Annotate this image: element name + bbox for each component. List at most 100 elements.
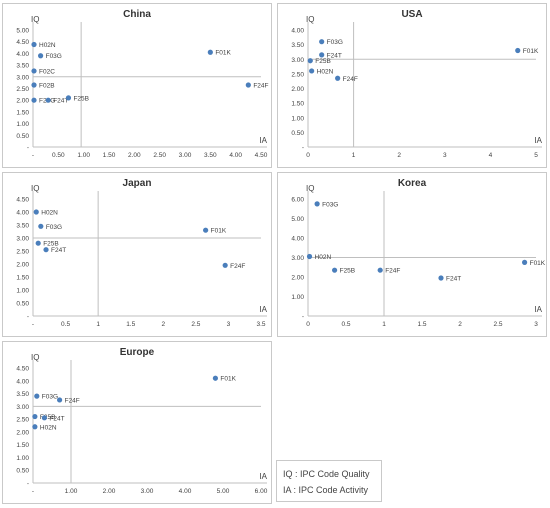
x-tick-label: 1 xyxy=(352,152,356,159)
data-point xyxy=(222,262,228,268)
chart-title-usa: USA xyxy=(401,9,423,20)
data-point xyxy=(309,68,315,74)
x-axis-label: IA xyxy=(259,472,267,481)
x-tick-label: - xyxy=(32,321,34,328)
x-tick-label: 1.00 xyxy=(65,488,78,495)
y-tick-label: 1.50 xyxy=(16,442,29,449)
x-tick-label: 2.00 xyxy=(103,488,116,495)
data-point xyxy=(245,82,251,88)
y-tick-label: 3.50 xyxy=(291,42,304,49)
data-point xyxy=(35,240,41,246)
y-tick-label: 1.00 xyxy=(16,455,29,462)
y-tick-label: 4.00 xyxy=(16,378,29,385)
y-tick-label: 3.50 xyxy=(16,223,29,230)
legend-iq: IQ : IPC Code Quality xyxy=(283,469,370,479)
y-tick-label: 4.50 xyxy=(16,197,29,204)
x-tick-label: 2 xyxy=(161,321,165,328)
data-point xyxy=(31,41,37,48)
x-tick-label: 2.00 xyxy=(128,152,141,159)
y-tick-label: 5.00 xyxy=(16,28,29,35)
data-point xyxy=(45,97,51,103)
data-point xyxy=(43,247,49,253)
x-tick-label: 1.50 xyxy=(103,152,116,159)
x-tick-label: 3.00 xyxy=(141,488,154,495)
y-tick-label: 4.00 xyxy=(291,28,304,35)
x-tick-label: - xyxy=(32,152,34,159)
abbreviation-legend: IQ : IPC Code Quality IA : IPC Code Acti… xyxy=(276,460,382,502)
y-tick-label: - xyxy=(302,314,304,321)
data-point-label: F02B xyxy=(39,82,55,89)
x-tick-label: 4 xyxy=(489,152,493,159)
chart-title-korea: Korea xyxy=(397,178,427,189)
y-tick-label: 2.00 xyxy=(16,429,29,436)
x-tick-label: 3 xyxy=(443,152,447,159)
y-tick-label: 2.50 xyxy=(16,417,29,424)
chart-title-europe: Europe xyxy=(119,347,155,358)
data-point-label: F24T xyxy=(49,415,64,422)
y-tick-label: 0.50 xyxy=(291,130,304,137)
y-tick-label: 3.00 xyxy=(16,404,29,411)
chart-svg-usa: - 0.50 1.00 1.50 2.00 2.50 3.00 3.50 4.00 0 1 2 3 4 5 I… xyxy=(291,15,542,159)
y-axis-label: IQ xyxy=(306,184,314,193)
x-tick-label: 2.5 xyxy=(191,321,200,328)
data-point xyxy=(203,227,209,233)
x-tick-label: 3.00 xyxy=(179,152,192,159)
x-axis-label: IA xyxy=(534,136,542,145)
chart-panel-usa: USA - 0.50 1.00 1.50 2.00 2.50 3.00 3.50 4.00 0 1 2… xyxy=(277,3,547,168)
data-point xyxy=(522,259,528,265)
y-tick-label: 1.00 xyxy=(16,288,29,295)
data-point-label: F24T xyxy=(446,275,461,282)
chart-panel-japan: Japan - 0.50 1.00 1.50 2.00 2.50 3.00 3.50 4.00 4… xyxy=(2,172,272,337)
y-axis-label: IQ xyxy=(31,184,39,193)
x-tick-label: 4.50 xyxy=(255,152,268,159)
y-tick-label: 2.00 xyxy=(291,275,304,282)
data-point-label: F01K xyxy=(215,50,231,57)
x-tick-label: 3.50 xyxy=(204,152,217,159)
data-point xyxy=(314,201,320,207)
y-tick-label: 4.50 xyxy=(16,39,29,46)
x-tick-label: 3 xyxy=(534,321,538,328)
data-point-label: F01K xyxy=(220,376,236,383)
data-point-label: F24F xyxy=(253,82,268,89)
chart-svg-europe: - 0.50 1.00 1.50 2.00 2.50 3.00 3.50 4.00 4.50 - 1.… xyxy=(16,353,268,495)
data-point xyxy=(33,209,39,215)
x-tick-label: 1 xyxy=(382,321,386,328)
data-point-label: F01K xyxy=(211,228,227,235)
data-point xyxy=(57,397,63,403)
y-tick-label: 3.00 xyxy=(291,57,304,64)
data-point xyxy=(38,53,44,59)
y-tick-label: 1.00 xyxy=(16,121,29,128)
data-point-label: F25B xyxy=(43,241,59,248)
y-tick-label: 0.50 xyxy=(16,301,29,308)
x-tick-label: 4.00 xyxy=(179,488,192,495)
data-point xyxy=(41,415,48,421)
y-tick-label: - xyxy=(27,314,29,321)
data-point-label: F25B xyxy=(315,58,331,65)
x-tick-label: 0.5 xyxy=(341,321,350,328)
y-tick-label: 3.00 xyxy=(291,255,304,262)
data-point xyxy=(319,52,325,58)
data-point-label: H02N xyxy=(40,424,57,431)
data-point-label: F03G xyxy=(322,201,338,208)
x-tick-label: 3 xyxy=(227,321,231,328)
y-axis-label: IQ xyxy=(31,15,39,24)
data-point xyxy=(65,95,72,101)
y-tick-label: 4.00 xyxy=(16,210,29,217)
y-tick-label: 1.50 xyxy=(291,101,304,108)
x-tick-label: 5.00 xyxy=(217,488,230,495)
y-tick-label: 0.50 xyxy=(16,133,29,140)
y-tick-label: 0.50 xyxy=(16,468,29,475)
x-tick-label: 0 xyxy=(306,152,310,159)
data-point-label: F24F xyxy=(385,268,400,275)
x-tick-label: 2 xyxy=(458,321,462,328)
x-tick-label: 0 xyxy=(306,321,310,328)
legend-ia: IA : IPC Code Activity xyxy=(283,485,369,495)
y-tick-label: 4.00 xyxy=(291,236,304,243)
chart-svg-japan: - 0.50 1.00 1.50 2.00 2.50 3.00 3.50 4.00 4.50 - 0.… xyxy=(16,184,267,328)
y-tick-label: 1.00 xyxy=(291,115,304,122)
y-tick-label: 4.50 xyxy=(16,366,29,373)
x-tick-label: 6.00 xyxy=(255,488,268,495)
data-point-label: F24F xyxy=(230,263,245,270)
data-point xyxy=(207,49,213,55)
x-tick-label: - xyxy=(32,488,34,495)
